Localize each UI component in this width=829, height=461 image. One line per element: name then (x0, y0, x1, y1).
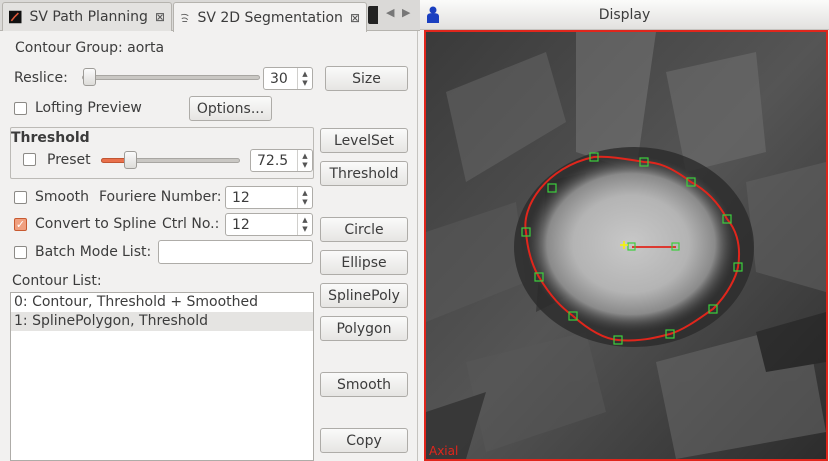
threshold-button[interactable]: Threshold (320, 161, 408, 186)
threshold-spinbox[interactable]: 72.5 ▲ ▼ (250, 149, 313, 172)
reslice-label: Reslice: (14, 70, 68, 86)
center-control-point[interactable] (627, 242, 636, 251)
tab-label: SV Path Planning (29, 9, 148, 25)
copy-button[interactable]: Copy (320, 428, 408, 453)
ellipse-button[interactable]: Ellipse (320, 250, 408, 275)
convert-to-spline-checkbox[interactable] (14, 218, 27, 231)
splinepoly-button[interactable]: SplinePoly (320, 283, 408, 308)
threshold-title: Threshold (11, 130, 90, 146)
reslice-slider[interactable] (82, 75, 260, 80)
fourier-number-value: 12 (232, 189, 250, 206)
ctrl-no-value: 12 (232, 216, 250, 233)
contour-list-label: Contour List: (12, 273, 102, 289)
reslice-slider-handle[interactable] (83, 68, 96, 86)
control-points[interactable] (521, 152, 743, 345)
fourier-number-spinbox[interactable]: 12 ▲ ▼ (225, 186, 313, 209)
control-point[interactable] (708, 304, 718, 314)
list-item[interactable]: 1: SplinePolygon, Threshold (11, 312, 313, 331)
control-point[interactable] (665, 329, 675, 339)
preset-label: Preset (47, 152, 91, 168)
control-point[interactable] (639, 157, 649, 167)
levelset-button[interactable]: LevelSet (320, 128, 408, 153)
tab-overflow-icon[interactable] (368, 6, 378, 24)
batch-mode-label: Batch Mode (35, 244, 118, 260)
contour-list[interactable]: 0: Contour, Threshold + Smoothed 1: Spli… (10, 292, 314, 461)
axial-image-view[interactable]: Axial (426, 32, 826, 459)
view-label: Axial (429, 444, 458, 458)
spin-arrows-icon[interactable]: ▲ ▼ (297, 187, 312, 208)
control-point[interactable] (686, 177, 696, 187)
spin-arrows-icon[interactable]: ▲ ▼ (297, 68, 312, 89)
smooth-checkbox[interactable] (14, 191, 27, 204)
convert-to-spline-label: Convert to Spline (35, 216, 157, 232)
tab-label: SV 2D Segmentation (197, 9, 343, 26)
tab-2d-segmentation[interactable]: SV 2D Segmentation ⊠ (173, 2, 367, 32)
fourier-number-label: Fouriere Number: (99, 189, 222, 205)
radius-control-point[interactable] (671, 242, 680, 251)
ctrl-no-spinbox[interactable]: 12 ▲ ▼ (225, 213, 313, 236)
reslice-spinbox[interactable]: 30 ▲ ▼ (263, 67, 313, 90)
preset-checkbox[interactable] (23, 153, 36, 166)
vessel-lumen (526, 156, 736, 332)
center-marker-icon (620, 241, 628, 249)
ctrl-no-label: Ctrl No.: (162, 216, 220, 232)
segmentation-contour[interactable] (524, 155, 740, 342)
lofting-preview-checkbox[interactable] (14, 102, 27, 115)
close-icon[interactable]: ⊠ (349, 10, 360, 25)
tissue-texture (426, 32, 826, 459)
display-title: Display (598, 6, 651, 23)
control-point[interactable] (589, 152, 599, 162)
control-point[interactable] (534, 272, 544, 282)
display-title-bar: Display (420, 0, 829, 30)
contour-group-label: Contour Group: aorta (15, 40, 165, 56)
tab-scroll-right-icon[interactable]: ▶ (402, 6, 411, 19)
tab-scroll-left-icon[interactable]: ◀ (386, 6, 395, 19)
lofting-preview-label: Lofting Preview (35, 100, 142, 116)
control-point[interactable] (547, 183, 557, 193)
reslice-value: 30 (270, 70, 288, 87)
threshold-group (10, 127, 314, 179)
smooth-button[interactable]: Smooth (320, 372, 408, 397)
spin-arrows-icon[interactable]: ▲ ▼ (297, 150, 312, 171)
batch-mode-checkbox[interactable] (14, 246, 27, 259)
list-item[interactable]: 0: Contour, Threshold + Smoothed (14, 294, 259, 310)
segmentation-icon (180, 13, 189, 22)
options-button[interactable]: Options... (189, 96, 272, 121)
circle-button[interactable]: Circle (320, 217, 408, 242)
threshold-value: 72.5 (257, 152, 289, 169)
panel-divider (417, 31, 418, 461)
control-point[interactable] (733, 262, 743, 272)
control-point[interactable] (568, 311, 578, 321)
close-icon[interactable]: ⊠ (154, 10, 165, 24)
threshold-slider-handle[interactable] (124, 151, 137, 169)
control-point[interactable] (613, 335, 623, 345)
tab-path-planning[interactable]: SV Path Planning ⊠ (2, 2, 172, 31)
spin-arrows-icon[interactable]: ▲ ▼ (297, 214, 312, 235)
polygon-button[interactable]: Polygon (320, 316, 408, 341)
list-input[interactable] (158, 240, 313, 264)
display-viewport[interactable]: Axial (424, 30, 828, 461)
list-label: List: (122, 244, 152, 260)
size-button[interactable]: Size (325, 66, 408, 91)
control-point[interactable] (722, 214, 732, 224)
smooth-label: Smooth (35, 189, 90, 205)
display-person-icon (427, 6, 439, 23)
control-point[interactable] (521, 227, 531, 237)
path-planning-icon (9, 10, 22, 24)
